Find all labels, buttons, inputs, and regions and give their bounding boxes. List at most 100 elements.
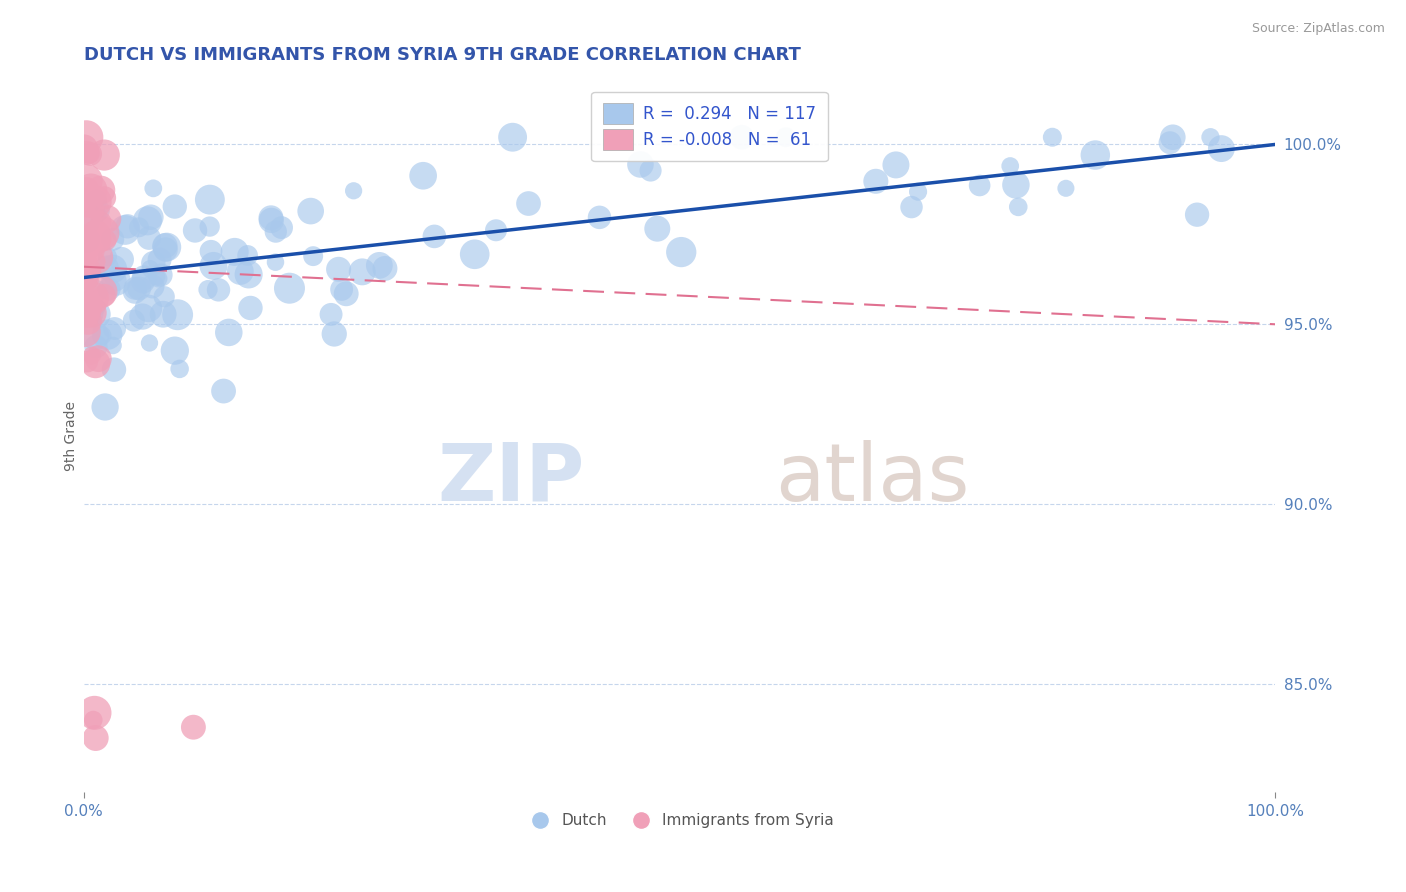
Point (202, 259, 225, 273)
Point (84, 194, 107, 209)
Point (73, 259, 96, 273)
Point (148, 252, 170, 267)
Point (73, 268, 96, 283)
Point (73, 268, 96, 282)
Point (80, 349, 103, 363)
Point (264, 255, 287, 269)
Point (90, 183, 112, 197)
Point (76, 195, 98, 210)
Point (132, 275, 155, 289)
Point (1161, 130, 1184, 145)
Point (101, 261, 124, 276)
Point (1040, 130, 1063, 145)
Point (73, 141, 96, 155)
Point (79, 147, 101, 161)
Point (138, 301, 160, 316)
Point (278, 281, 301, 295)
Point (93, 148, 115, 162)
Point (153, 290, 176, 304)
Point (84, 250, 107, 264)
Point (73, 208, 96, 222)
Point (84, 340, 107, 354)
Point (900, 200, 922, 214)
Point (75, 130, 97, 145)
Point (1007, 200, 1029, 214)
Point (156, 240, 179, 254)
Point (169, 362, 191, 376)
Point (343, 184, 366, 198)
Point (139, 211, 162, 225)
Point (87, 351, 110, 366)
Point (79, 146, 101, 161)
Point (80, 183, 103, 197)
Text: Source: ZipAtlas.com: Source: ZipAtlas.com (1251, 22, 1385, 36)
Point (101, 338, 124, 352)
Point (77, 293, 100, 307)
Point (423, 229, 446, 244)
Point (86, 233, 108, 247)
Point (86, 301, 108, 315)
Point (865, 174, 887, 188)
Point (198, 193, 221, 207)
Point (87, 207, 110, 221)
Point (76, 233, 98, 247)
Point (73, 279, 96, 293)
Point (145, 269, 167, 284)
Point (218, 326, 240, 340)
Point (82, 263, 104, 277)
Point (103, 362, 125, 376)
Text: DUTCH VS IMMIGRANTS FROM SYRIA 9TH GRADE CORRELATION CHART: DUTCH VS IMMIGRANTS FROM SYRIA 9TH GRADE… (84, 46, 800, 64)
Point (335, 286, 357, 301)
Point (82, 307, 104, 321)
Point (84, 229, 107, 244)
Point (330, 282, 353, 296)
Point (76, 182, 98, 196)
Point (412, 169, 434, 183)
Point (138, 336, 160, 351)
Point (122, 313, 145, 327)
Point (76, 266, 98, 280)
Point (136, 214, 159, 228)
Point (464, 247, 486, 261)
Point (148, 271, 170, 285)
Point (132, 270, 155, 285)
Point (517, 196, 540, 211)
Point (630, 157, 652, 171)
Point (91, 226, 114, 240)
Point (1054, 181, 1077, 195)
Text: ZIP: ZIP (437, 440, 585, 517)
Point (302, 249, 325, 263)
Point (83, 706, 105, 720)
Point (319, 307, 342, 321)
Point (731, 130, 754, 145)
Point (1185, 208, 1208, 222)
Point (94, 400, 117, 414)
Point (150, 268, 173, 282)
Point (76, 227, 98, 242)
Point (77, 216, 100, 230)
Point (998, 159, 1021, 173)
Point (73, 250, 96, 264)
Point (139, 261, 162, 276)
Point (328, 262, 350, 277)
Point (124, 285, 146, 299)
Point (323, 326, 346, 341)
Point (86, 285, 108, 299)
Point (101, 232, 124, 246)
Point (138, 231, 160, 245)
Point (368, 259, 391, 273)
Point (84, 328, 107, 343)
Point (775, 130, 797, 145)
Point (105, 274, 128, 288)
Point (80, 291, 103, 305)
Point (299, 204, 322, 219)
Point (76, 301, 98, 315)
Point (80, 229, 103, 244)
Point (163, 343, 186, 358)
Point (907, 185, 929, 199)
Point (224, 244, 246, 259)
Point (270, 220, 292, 235)
Point (91, 328, 114, 343)
Point (73, 234, 96, 248)
Text: atlas: atlas (775, 440, 969, 517)
